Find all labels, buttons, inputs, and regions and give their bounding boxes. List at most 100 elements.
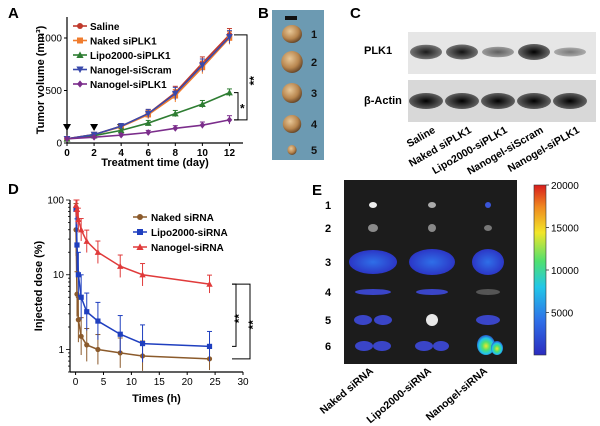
panel-a: A 0 500 1000 0 2 4 6 8 10 12 Treatment time (day) T… [8,5,261,169]
organ-row-number: 4 [325,287,332,299]
d-data-point [206,280,213,287]
d-x-axis-label: Times (h) [132,393,181,405]
a-legend-label: Nanogel-siPLK1 [90,80,167,91]
tumor [282,83,302,103]
organ-tumor [477,335,495,355]
a-x-tick-label: 6 [145,148,151,159]
d-legend-marker [137,229,143,235]
a-x-tick-label: 0 [64,148,70,159]
a-y-tick-label: 500 [45,86,62,97]
a-legend-label: Naked siPLK1 [90,36,157,47]
tumor-number: 3 [311,88,317,100]
tumor-number: 5 [311,145,317,157]
colorbar [533,184,547,356]
colorbar-ticks: 20000 15000 10000 5000 [546,181,579,320]
d-data-point [139,271,146,278]
d-data-point [94,249,102,255]
organ-spleen [416,289,448,295]
d-data-point [117,331,123,337]
panel-label-c: C [350,5,361,22]
colorbar-tick-label: 10000 [551,266,579,277]
tumor-photo: 1 2 3 4 5 [281,25,318,157]
injection-arrow [63,124,71,131]
a-x-tick-label: 10 [197,148,209,159]
organ-kidney [354,315,372,325]
organ-row-numbers: 1 2 3 4 5 6 [325,200,332,353]
group-column-label: Naked siRNA [318,365,377,417]
a-data-point [171,110,179,117]
a-data-point [198,100,206,107]
d-data-point [78,294,84,300]
a-data-point [226,89,233,96]
organ-row-number: 2 [325,223,331,235]
a-x-axis-label: Treatment time (day) [101,157,209,169]
colorbar-tick-label: 5000 [551,309,574,320]
organ-lung [484,225,492,231]
d-y-tick-label: 1 [58,345,64,356]
a-data-point [64,135,70,143]
organ-tumor [433,341,449,351]
a-legend-label: Lipo2000-siPLK1 [90,51,171,62]
a-data-point [145,129,152,136]
group-column-label: Nanogel-siRNA [424,365,491,424]
panel-d-plot: 1 10 100 0 5 10 15 20 25 30 Times (h) Injected dose… [33,196,260,406]
actin-band [445,93,479,109]
actin-band [409,93,443,109]
d-x-tick-label: 0 [73,377,79,388]
organ-row-number: 6 [325,341,331,353]
d-y-axis-label: Injected dose (%) [33,240,45,331]
tumor [282,115,302,133]
a-legend-marker [77,37,83,44]
panel-a-plot: 0 500 1000 0 2 4 6 8 10 12 Treatment time (day) Tum… [35,17,261,169]
plk1-band [446,44,478,60]
a-legend-label: Nanogel-siScram [90,65,172,76]
d-data-point [74,242,80,248]
d-data-point [72,202,80,208]
organ-liver [409,249,455,275]
a-y-tick-label: 1000 [40,34,63,45]
western-blot-bands [409,44,587,109]
colorbar-tick-label: 20000 [551,181,579,192]
d-data-point [75,216,82,223]
tumor-number: 2 [311,57,317,69]
d-x-tick-label: 25 [210,377,222,388]
d-legend-marker [137,214,143,220]
d-data-point [95,346,101,353]
d-legend-label: Lipo2000-siRNA [151,228,228,239]
band-label-plk1: PLK1 [364,45,392,57]
a-legend-label: Saline [90,22,120,33]
organ-heart [369,202,377,208]
a-data-point [226,34,233,41]
d-y-tick-label: 10 [53,270,65,281]
d-significance-label: ** [246,320,260,330]
panel-b: B 1 2 3 4 5 [258,5,324,160]
organ-tumor [415,341,433,351]
band-label-actin: β-Actin [364,95,402,107]
d-data-point [78,333,84,339]
organ-liver [472,249,504,275]
organ-liver [349,250,397,274]
d-data-point [77,226,85,233]
tumor [282,25,302,43]
a-data-point [117,127,125,134]
organ-heart [428,202,436,208]
organ-tumor [491,341,503,355]
a-legend-marker [76,51,84,58]
nir-image-strips [344,180,517,364]
a-data-point [171,90,179,98]
a-data-point [118,131,124,139]
organ-kidney [426,314,438,326]
d-x-tick-label: 15 [154,377,166,388]
d-significance-label: ** [232,314,246,324]
organ-lung [368,224,378,232]
d-x-tick-label: 5 [101,377,107,388]
organ-tumor [355,341,373,351]
a-x-tick-label: 8 [173,148,179,159]
organ-spleen [355,289,391,295]
a-significance-bracket [234,92,239,121]
a-significance-bracket [234,34,248,121]
